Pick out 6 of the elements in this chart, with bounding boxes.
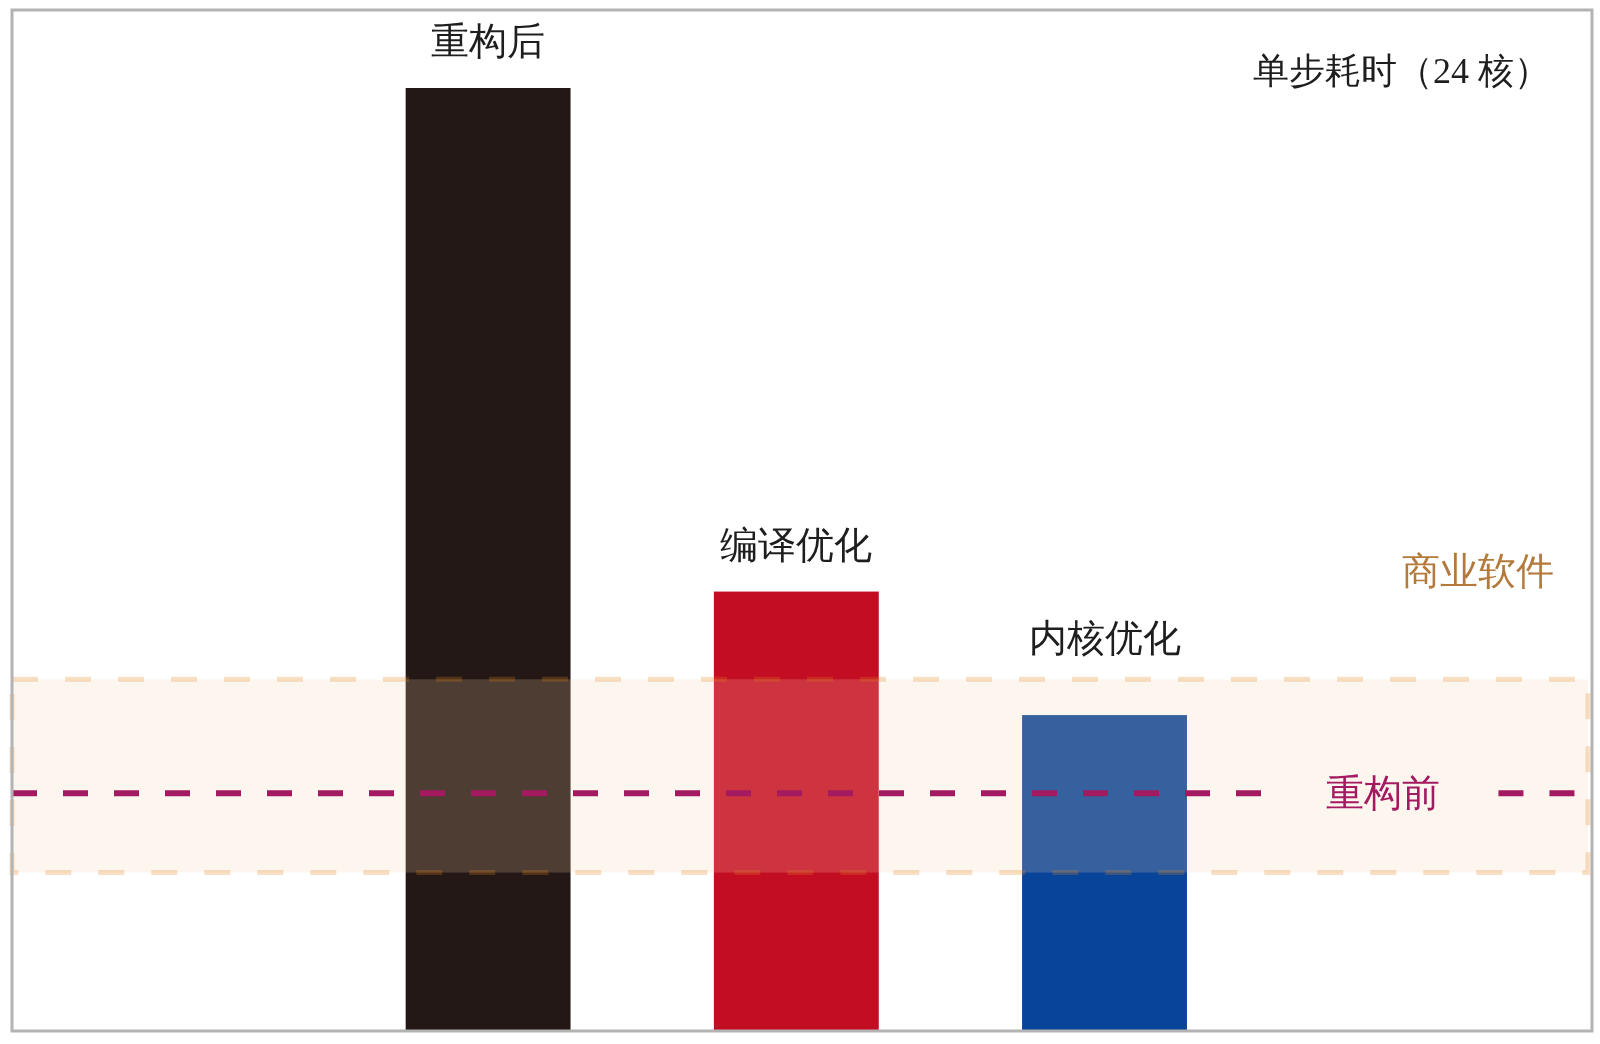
text: 单步耗时（24 核） bbox=[1253, 51, 1550, 91]
ref-line-label: 重构前 bbox=[1326, 772, 1441, 815]
x-tick-label: 编译优化 bbox=[720, 523, 873, 566]
band-label: 商业软件 bbox=[1402, 550, 1554, 593]
x-tick-label: 重构后 bbox=[431, 20, 546, 62]
x-tick-label: 内核优化 bbox=[1028, 617, 1181, 660]
